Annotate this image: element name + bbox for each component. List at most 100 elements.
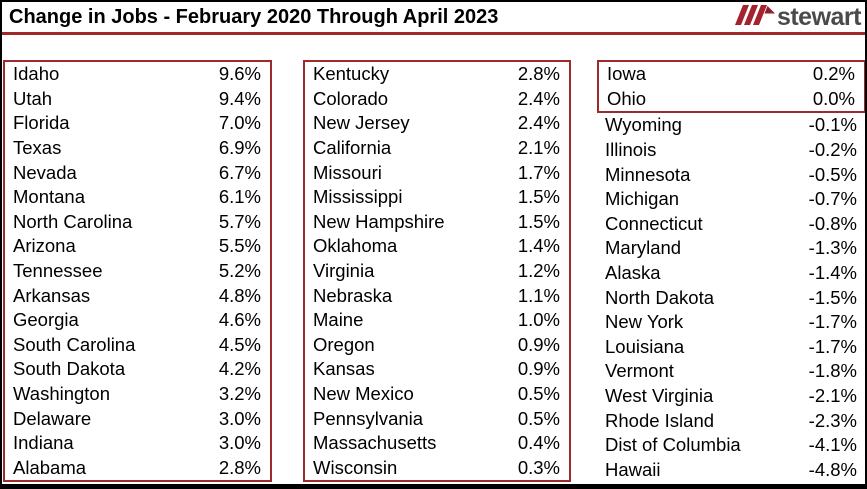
state-name: Arizona [13,235,76,257]
pct-change-value: 1.7% [517,161,560,183]
table-row: Montana 6.1% [5,185,270,210]
table-row: Mississippi 1.5% [305,185,569,210]
table-row: Delaware 3.0% [5,406,270,431]
table-row: Arizona 5.5% [5,234,270,259]
table-column-gainers: Idaho 9.6% Utah 9.4% Florida 7.0% Texas 6.9% Nev… [3,60,272,483]
pct-change-value: 4.2% [218,358,261,380]
page-title: Change in Jobs - February 2020 Through A… [9,5,499,28]
state-name: Virginia [313,260,375,282]
pct-change-value: -0.5% [808,163,857,185]
table-row: Indiana 3.0% [5,431,270,456]
pct-change-value: -1.7% [808,335,857,357]
state-name: Michigan [605,188,680,210]
state-name: Alaska [605,262,661,284]
table-row: Missouri 1.7% [305,160,569,185]
pct-change-value: 0.5% [517,407,560,429]
pct-change-value: -1.4% [808,262,857,284]
state-name: Kentucky [313,63,390,85]
pct-change-value: 1.5% [517,210,560,232]
pct-change-value: 0.2% [812,63,855,85]
pct-change-value: 4.8% [218,284,261,306]
state-name: Connecticut [605,212,703,234]
pct-change-value: -4.8% [808,458,857,480]
table-row: Hawaii -4.8% [597,458,865,483]
pct-change-value: -1.8% [808,360,857,382]
header: Change in Jobs - February 2020 Through A… [2,2,865,35]
table-row: Nevada 6.7% [5,160,270,185]
table-row: Tennessee 5.2% [5,259,270,284]
state-name: New Hampshire [313,210,445,232]
table-row: North Dakota -1.5% [597,285,865,310]
highlight-box: Kentucky 2.8% Colorado 2.4% New Jersey 2.4% Ca… [303,60,571,483]
state-name: Maryland [605,237,682,259]
state-name: Florida [13,112,70,134]
table-row: Maryland -1.3% [597,236,865,261]
state-name: North Carolina [13,210,133,232]
table-row: North Carolina 5.7% [5,210,270,235]
pct-change-value: 0.4% [517,432,560,454]
pct-change-value: 9.6% [218,63,261,85]
state-name: Nevada [13,161,77,183]
table-row: Wyoming -0.1% [597,113,865,138]
table-row: Massachusetts 0.4% [305,431,569,456]
state-name: Vermont [605,360,674,382]
pct-change-value: 1.2% [517,260,560,282]
pct-change-value: -2.1% [808,385,857,407]
state-name: North Dakota [605,286,714,308]
state-name: Mississippi [313,186,403,208]
table-row: Colorado 2.4% [305,87,569,112]
table-row: Connecticut -0.8% [597,212,865,237]
stewart-triple-stripe-icon [734,2,776,33]
pct-change-value: -1.7% [808,311,857,333]
table-row: Wisconsin 0.3% [305,456,569,481]
table-row: Oregon 0.9% [305,333,569,358]
pct-change-value: 9.4% [218,87,261,109]
state-name: Kansas [313,358,375,380]
pct-change-value: 2.8% [517,63,560,85]
row-group: Wyoming -0.1% Illinois -0.2% Minnesota -0.5% M… [597,113,865,483]
pct-change-value: 1.4% [517,235,560,257]
state-name: Tennessee [13,260,103,282]
highlight-box: Iowa 0.2% Ohio 0.0% [597,60,865,114]
state-name: Washington [13,383,111,405]
table-column-flat-and-losers: Iowa 0.2% Ohio 0.0% Wyoming -0.1% Illinois -0.2… [597,60,865,483]
table-row: Minnesota -0.5% [597,162,865,187]
state-name: Wisconsin [313,456,398,478]
table-row: Dist of Columbia -4.1% [597,433,865,458]
table-row: Kentucky 2.8% [305,62,569,87]
state-name: South Carolina [13,333,136,355]
table-row: Idaho 9.6% [5,62,270,87]
table-row: Pennsylvania 0.5% [305,406,569,431]
state-name: Iowa [607,63,647,85]
table-row: Utah 9.4% [5,87,270,112]
pct-change-value: 3.0% [218,432,261,454]
pct-change-value: 1.0% [517,309,560,331]
pct-change-value: 3.2% [218,383,261,405]
pct-change-value: 1.1% [517,284,560,306]
table-row: Florida 7.0% [5,111,270,136]
pct-change-value: 0.0% [812,87,855,109]
stewart-logo: stewart [734,2,862,33]
table-row: Virginia 1.2% [305,259,569,284]
state-name: Colorado [313,87,389,109]
pct-change-value: 6.9% [218,137,261,159]
state-name: Wyoming [605,114,682,136]
pct-change-value: 6.7% [218,161,261,183]
pct-change-value: -0.7% [808,188,857,210]
pct-change-value: -0.8% [808,212,857,234]
pct-change-value: 2.4% [517,112,560,134]
table-row: Vermont -1.8% [597,359,865,384]
table-row: Georgia 4.6% [5,308,270,333]
state-jobs-table: Idaho 9.6% Utah 9.4% Florida 7.0% Texas 6.9% Nev… [2,60,865,484]
pct-change-value: 5.2% [218,260,261,282]
table-row: Ohio 0.0% [599,87,864,112]
state-name: Rhode Island [605,409,715,431]
pct-change-value: 0.3% [517,456,560,478]
table-row: Maine 1.0% [305,308,569,333]
pct-change-value: 2.1% [517,137,560,159]
table-column-moderate: Kentucky 2.8% Colorado 2.4% New Jersey 2.4% Ca… [303,60,571,483]
table-row: Iowa 0.2% [599,62,864,87]
table-row: West Virginia -2.1% [597,384,865,409]
table-row: Alabama 2.8% [5,456,270,481]
